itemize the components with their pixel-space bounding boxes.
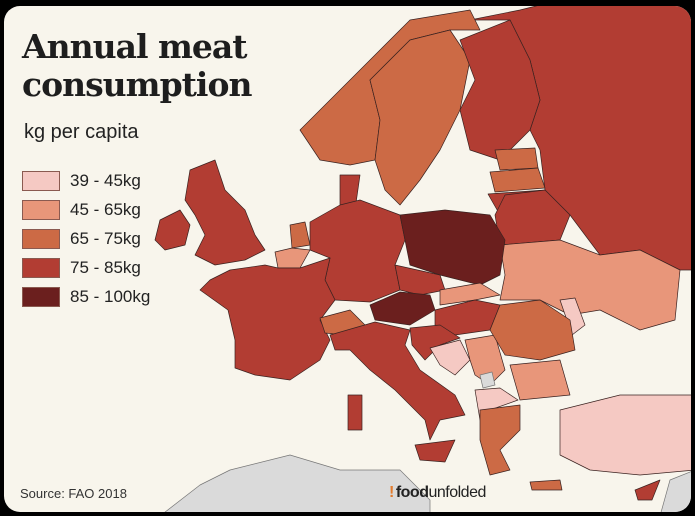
country-latvia	[489, 167, 546, 193]
country-finland	[459, 19, 541, 161]
country-sardinia	[347, 394, 363, 431]
legend-item: 45 - 65kg	[22, 195, 150, 224]
country-cyprus	[634, 479, 661, 501]
page-title: Annual meat consumption	[22, 27, 252, 104]
country-italy	[329, 321, 466, 441]
country-crete	[529, 479, 563, 491]
carrot-icon: ǃ	[389, 484, 394, 501]
legend-swatch	[22, 228, 60, 249]
legend-item: 65 - 75kg	[22, 224, 150, 253]
country-belgium	[274, 247, 311, 269]
source-note: Source: FAO 2018	[20, 486, 127, 501]
country-greece	[479, 404, 521, 476]
country-uk	[184, 159, 266, 266]
legend-label: 45 - 65kg	[70, 199, 141, 219]
logo-bold: food	[395, 484, 429, 501]
legend-swatch	[22, 199, 60, 220]
legend-label: 39 - 45kg	[70, 170, 141, 190]
legend-label: 75 - 85kg	[70, 257, 141, 277]
country-ireland	[154, 209, 191, 251]
title-line-2: consumption	[22, 65, 252, 104]
country-estonia	[494, 147, 539, 171]
legend-item: 75 - 85kg	[22, 253, 150, 282]
region-middle-east	[660, 471, 691, 512]
legend-swatch	[22, 286, 60, 307]
country-france	[199, 257, 336, 381]
country-bulgaria	[509, 359, 571, 401]
country-bosnia	[429, 339, 471, 376]
country-czechia	[394, 264, 446, 296]
country-romania	[489, 299, 576, 361]
country-sicily	[414, 439, 456, 463]
region-north-africa	[164, 454, 431, 512]
legend-label: 65 - 75kg	[70, 228, 141, 248]
foodunfolded-logo: ǃ foodunfolded	[389, 484, 486, 502]
legend-item: 85 - 100kg	[22, 282, 150, 311]
legend-label: 85 - 100kg	[70, 286, 151, 306]
country-sweden	[369, 29, 471, 206]
country-ukraine	[499, 239, 681, 331]
title-line-1: Annual meat	[22, 27, 248, 66]
country-netherlands	[289, 221, 311, 249]
logo-regular: unfolded	[428, 484, 486, 501]
subtitle: kg per capita	[24, 121, 139, 143]
legend: 39 - 45kg 45 - 65kg 65 - 75kg 75 - 85kg …	[22, 166, 150, 311]
country-turkey	[559, 394, 691, 476]
country-kosovo	[479, 371, 496, 389]
country-slovakia	[439, 282, 501, 306]
legend-swatch	[22, 257, 60, 278]
europe-map	[154, 6, 691, 512]
country-poland	[399, 209, 506, 286]
legend-item: 39 - 45kg	[22, 166, 150, 195]
legend-swatch	[22, 170, 60, 191]
infographic-card: Annual meat consumption kg per capita 39…	[4, 6, 691, 512]
